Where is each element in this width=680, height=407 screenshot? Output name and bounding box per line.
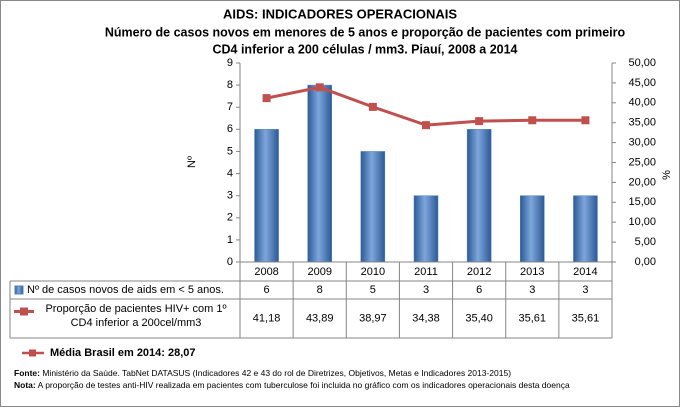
y-tick-label: 7: [227, 101, 233, 113]
y2-tick-label: 45,00: [628, 77, 656, 89]
note-text: A proporção de testes anti-HIV realizada…: [37, 380, 570, 390]
table-value: 41,18: [253, 312, 281, 324]
y2-tick-label: 0,00: [635, 256, 656, 268]
y-tick-label: 9: [227, 57, 233, 69]
point: [528, 116, 537, 125]
table-value: 35,61: [519, 312, 547, 324]
bar: [520, 195, 545, 263]
table-value: 43,89: [306, 312, 334, 324]
table-value: 5: [370, 284, 376, 296]
note-label: Nota:: [14, 380, 36, 390]
table-value: 35,40: [465, 312, 493, 324]
source: Fonte: Ministério da Saúde. TabNet DATAS…: [14, 368, 511, 378]
point: [422, 121, 430, 130]
y2-tick-label: 35,00: [628, 117, 656, 129]
legend-swatch: [20, 307, 28, 316]
legend-box: Proporção de pacientes HIV+ com 1º CD4 i…: [45, 303, 227, 329]
x-tick-label: 2008: [254, 266, 278, 278]
source-text: Ministério da Saúde. TabNet DATASUS (Ind…: [42, 368, 512, 378]
x-tick-label: 2010: [361, 266, 385, 278]
y2-tick-label: 40,00: [628, 97, 656, 109]
y-tick-label: 3: [227, 190, 233, 202]
y2-tick-label: 30,00: [628, 137, 656, 149]
y2-tick-label: 50,00: [628, 57, 656, 69]
table-value: 3: [423, 284, 429, 296]
note: Nota: A proporção de testes anti-HIV rea…: [14, 380, 570, 390]
table-value: 34,38: [412, 312, 440, 324]
bar: [360, 151, 386, 263]
bar: [573, 195, 598, 263]
table-value: 38,97: [359, 312, 387, 324]
table-value: 3: [582, 284, 588, 296]
y-tick-label: 8: [227, 79, 233, 91]
y-tick-label: 6: [227, 123, 233, 135]
y2-tick-label: 15,00: [628, 196, 656, 208]
point: [581, 116, 590, 125]
y-tick-label: 4: [227, 167, 233, 179]
point: [315, 83, 324, 92]
y-tick-label: 1: [227, 234, 233, 246]
point: [368, 102, 377, 111]
annotation: Média Brasil em 2014: 28,07: [50, 347, 196, 359]
y-axis-label: Nº: [186, 156, 198, 168]
y-tick-label: 2: [227, 212, 233, 224]
y2-tick-label: 20,00: [628, 176, 656, 188]
subtitle: CD4 inferior a 200 células / mm3. Piauí,…: [212, 42, 517, 56]
y2-tick-label: 5,00: [635, 236, 656, 248]
table-value: 6: [476, 284, 482, 296]
table-value: 6: [264, 284, 270, 296]
y2-tick-label: 25,00: [628, 156, 656, 168]
y-tick-label: 5: [227, 145, 233, 157]
source-label: Fonte:: [14, 368, 40, 378]
bar: [307, 84, 332, 263]
bar: [466, 129, 492, 263]
x-tick-label: 2014: [573, 266, 597, 278]
annotation-swatch: [29, 349, 36, 357]
x-tick-label: 2011: [414, 266, 438, 278]
table-value: 35,61: [572, 312, 600, 324]
chart-title: AIDS: INDICADORES OPERACIONAIS: [223, 6, 457, 21]
point: [475, 117, 484, 126]
bar: [413, 195, 439, 263]
point: [262, 94, 271, 103]
bar: [254, 129, 279, 263]
table-value: 3: [529, 284, 535, 296]
x-tick-label: 2012: [467, 266, 491, 278]
x-tick-label: 2013: [520, 266, 544, 278]
y-tick-label: 0: [227, 256, 233, 268]
legend-swatch: [14, 285, 24, 295]
subtitle: Número de casos novos em menores de 5 an…: [105, 25, 626, 39]
x-tick-label: 2009: [307, 266, 331, 278]
y2-axis-label: %: [661, 170, 673, 180]
legend-label: Proporção de pacientes HIV+ com 1º CD4 i…: [45, 303, 227, 329]
y2-tick-label: 10,00: [628, 216, 656, 228]
legend-label: Nº de casos novos de aids em < 5 anos.: [27, 284, 224, 296]
table-value: 8: [317, 284, 323, 296]
